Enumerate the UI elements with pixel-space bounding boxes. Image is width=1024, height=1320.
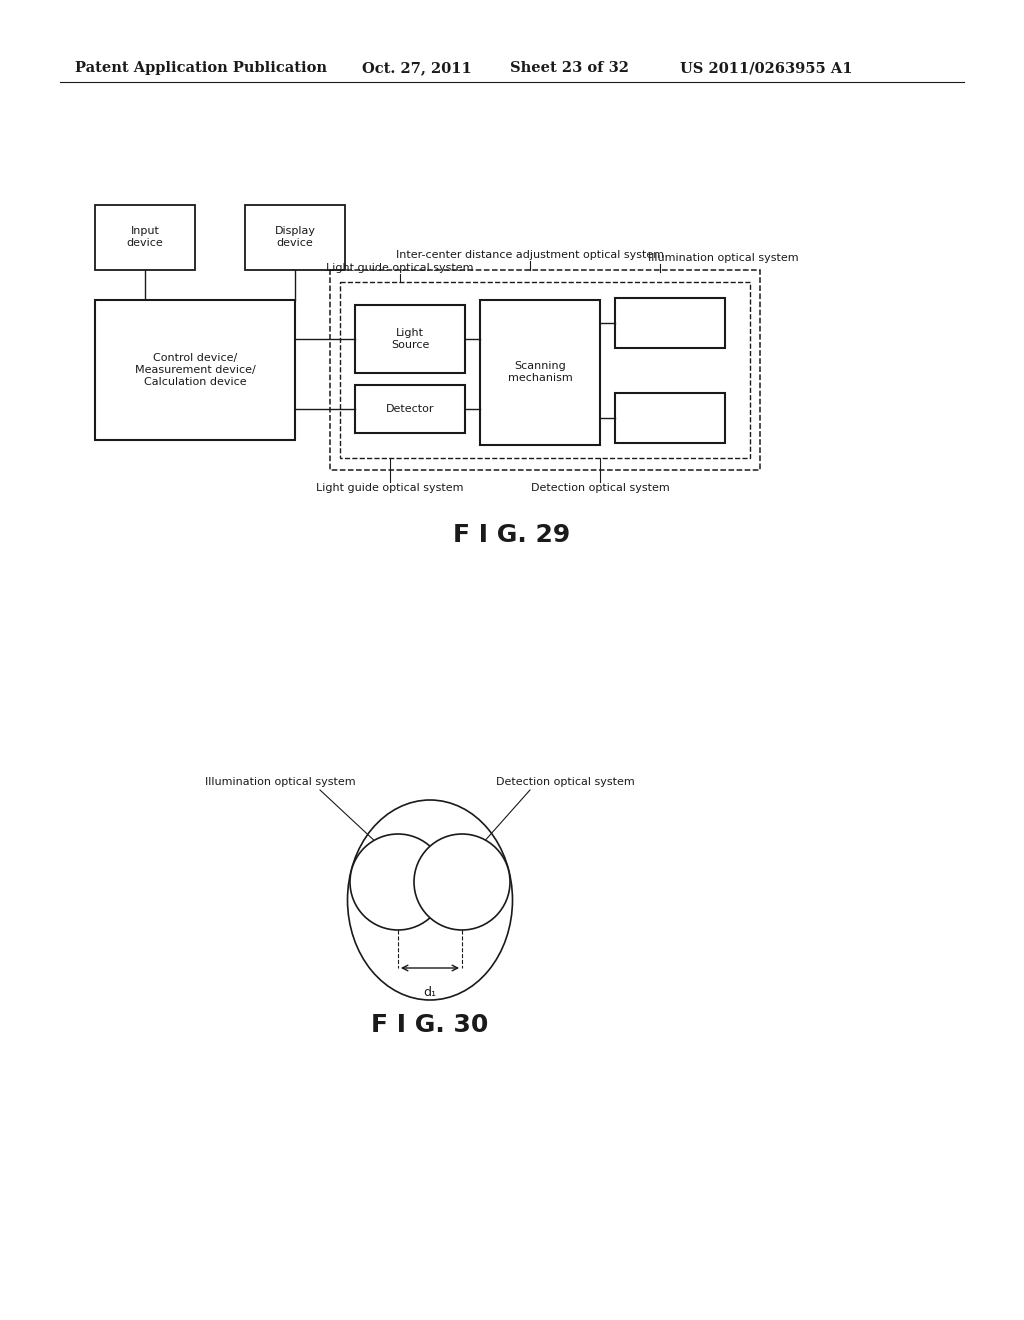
Bar — [615, 298, 725, 348]
Bar — [615, 393, 725, 444]
Bar — [355, 385, 465, 433]
Text: Inter-center distance adjustment optical system: Inter-center distance adjustment optical… — [396, 249, 664, 260]
Text: Detector: Detector — [386, 404, 434, 414]
Ellipse shape — [347, 800, 512, 1001]
Text: Illumination optical system: Illumination optical system — [648, 253, 799, 263]
Bar — [480, 300, 600, 445]
Text: F I G. 30: F I G. 30 — [372, 1012, 488, 1038]
Text: F I G. 29: F I G. 29 — [454, 523, 570, 546]
Bar — [340, 282, 750, 458]
Bar — [330, 271, 760, 470]
Text: Scanning
mechanism: Scanning mechanism — [508, 362, 572, 383]
Text: Sheet 23 of 32: Sheet 23 of 32 — [510, 61, 629, 75]
Bar — [95, 300, 295, 440]
Text: Light guide optical system: Light guide optical system — [327, 263, 474, 273]
Text: Input
device: Input device — [127, 226, 164, 248]
Text: Patent Application Publication: Patent Application Publication — [75, 61, 327, 75]
Circle shape — [414, 834, 510, 931]
Text: d₁: d₁ — [424, 986, 436, 999]
Text: Light guide optical system: Light guide optical system — [316, 483, 464, 492]
Text: US 2011/0263955 A1: US 2011/0263955 A1 — [680, 61, 853, 75]
Bar — [355, 305, 465, 374]
Bar — [95, 205, 195, 271]
Text: Illumination optical system: Illumination optical system — [205, 777, 355, 787]
Text: Detection optical system: Detection optical system — [530, 483, 670, 492]
Text: Display
device: Display device — [274, 226, 315, 248]
Text: Detection optical system: Detection optical system — [496, 777, 635, 787]
Text: Oct. 27, 2011: Oct. 27, 2011 — [362, 61, 472, 75]
Text: Light
Source: Light Source — [391, 329, 429, 350]
Bar — [245, 205, 345, 271]
Text: Control device/
Measurement device/
Calculation device: Control device/ Measurement device/ Calc… — [134, 354, 255, 387]
Circle shape — [350, 834, 446, 931]
